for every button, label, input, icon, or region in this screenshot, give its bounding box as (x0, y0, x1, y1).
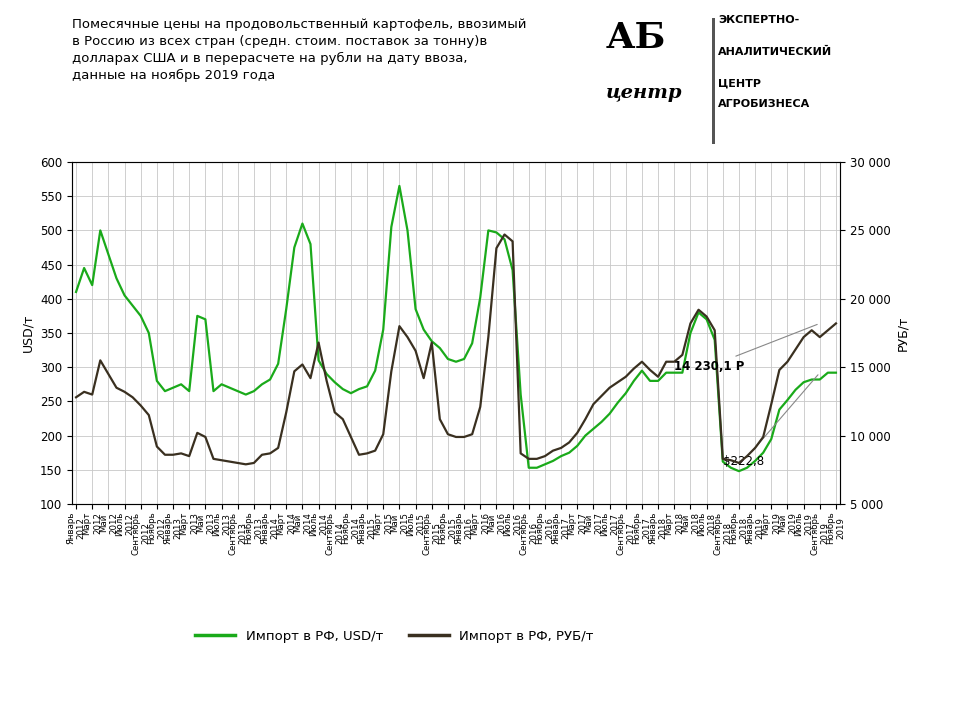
Импорт в РФ, USD/т (70, 288, 82, 297)
Импорт в РФ, РУБ/т (70, 393, 82, 402)
Y-axis label: USD/т: USD/т (21, 314, 35, 352)
Text: Помесячные цены на продовольственный картофель, ввозимый
в Россию из всех стран : Помесячные цены на продовольственный кар… (72, 18, 526, 82)
Line: Импорт в РФ, USD/т: Импорт в РФ, USD/т (76, 186, 836, 471)
Legend: Импорт в РФ, USD/т, Импорт в РФ, РУБ/т: Импорт в РФ, USD/т, Импорт в РФ, РУБ/т (190, 624, 599, 648)
Импорт в РФ, USD/т (644, 377, 656, 385)
Импорт в РФ, РУБ/т (499, 230, 511, 239)
Импорт в РФ, USD/т (207, 387, 219, 395)
Text: $222,8: $222,8 (723, 375, 818, 468)
Text: ab-centre.ru: ab-centre.ru (794, 123, 873, 132)
Импорт в РФ, USD/т (612, 398, 623, 407)
Импорт в РФ, USD/т (636, 366, 648, 375)
Импорт в РФ, РУБ/т (620, 372, 632, 381)
Импорт в РФ, РУБ/т (644, 366, 656, 374)
Импорт в РФ, РУБ/т (653, 372, 664, 381)
Text: АГРОБИЗНЕСА: АГРОБИЗНЕСА (718, 99, 810, 109)
Line: Импорт в РФ, РУБ/т: Импорт в РФ, РУБ/т (76, 235, 836, 464)
Импорт в РФ, РУБ/т (604, 383, 615, 392)
Импорт в РФ, РУБ/т (103, 369, 114, 378)
Text: АНАЛИТИЧЕСКИЙ: АНАЛИТИЧЕСКИЙ (718, 47, 832, 57)
Импорт в РФ, РУБ/т (830, 319, 842, 328)
Text: ЭКСПЕРТНО-: ЭКСПЕРТНО- (718, 15, 800, 25)
Импорт в РФ, USD/т (830, 369, 842, 377)
Text: 14 230,1 Р: 14 230,1 Р (674, 325, 817, 373)
Text: АБ: АБ (606, 20, 666, 55)
Импорт в РФ, USD/т (103, 250, 114, 258)
Y-axis label: РУБ/т: РУБ/т (896, 315, 909, 351)
Импорт в РФ, USD/т (394, 181, 405, 190)
Импорт в РФ, РУБ/т (240, 460, 252, 469)
Импорт в РФ, РУБ/т (207, 454, 219, 463)
Импорт в РФ, USD/т (733, 467, 745, 475)
Импорт в РФ, USD/т (596, 418, 608, 426)
Text: ЦЕНТР: ЦЕНТР (718, 78, 761, 89)
Text: центр: центр (606, 84, 682, 102)
